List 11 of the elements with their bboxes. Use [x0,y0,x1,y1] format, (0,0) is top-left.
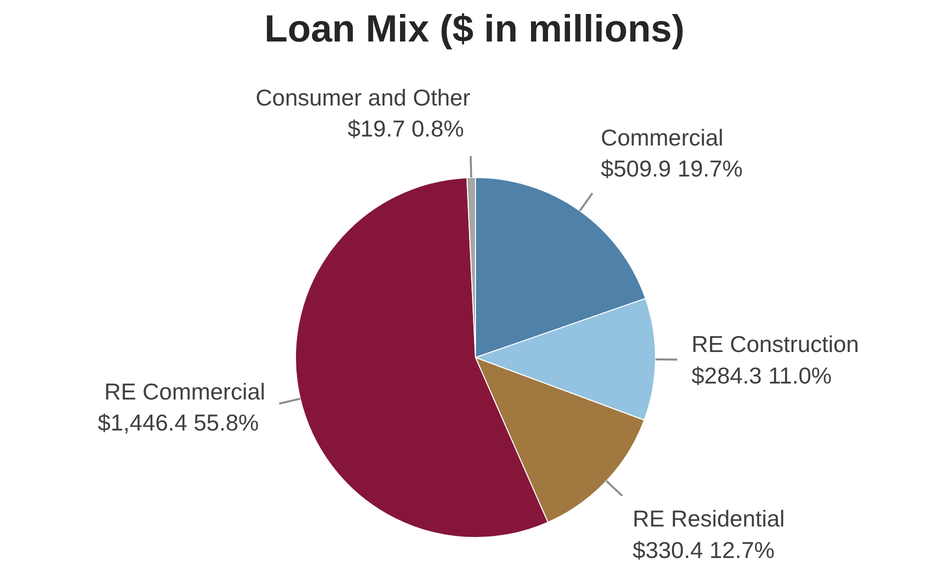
data-label: $1,446.4 55.8% [98,410,259,436]
data-label: $509.9 19.7% [600,155,743,182]
slice-label: RE Construction [691,331,859,358]
slice-label: Commercial [600,124,724,150]
slice-label: Consumer and Other [256,84,471,110]
chart-title: Loan Mix ($ in millions) [264,8,685,50]
data-label: $284.3 11.0% [691,362,832,388]
data-label: $330.4 12.7% [632,536,775,563]
data-label: $19.7 0.8% [348,116,464,142]
slice-label: RE Residential [632,506,785,532]
slice-label: RE Commercial [104,378,266,404]
